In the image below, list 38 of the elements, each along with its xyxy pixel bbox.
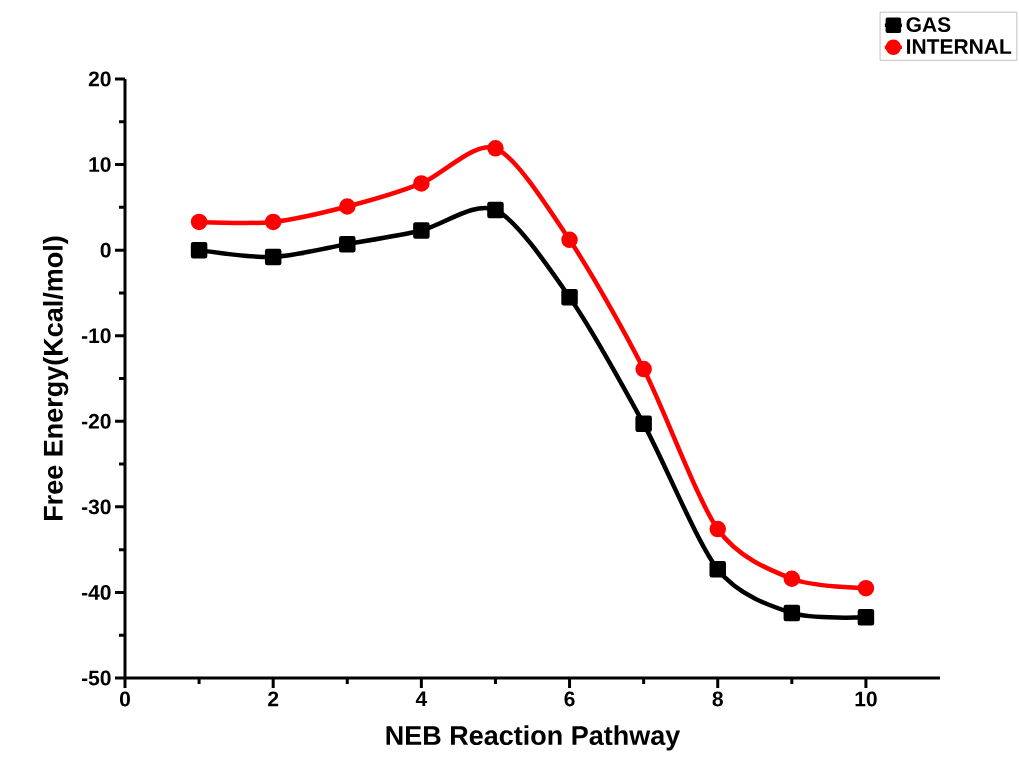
point (783, 570, 801, 587)
y-axis-title: Free Energy(Kcal/mol) (42, 236, 69, 520)
point (264, 248, 282, 266)
point (783, 604, 801, 622)
x-tick-label: 4 (415, 691, 428, 706)
legend-label: GAS (906, 17, 951, 33)
y-tick-label: 0 (100, 242, 111, 258)
x-tick-label: 6 (564, 691, 575, 707)
point (487, 201, 504, 219)
point (339, 235, 356, 253)
point (857, 579, 875, 597)
y-tick-label: -50 (81, 670, 111, 686)
point (413, 175, 430, 192)
x-tick-label: 0 (119, 691, 130, 707)
y-tick-label: 20 (88, 71, 111, 87)
point (857, 608, 875, 626)
point (635, 360, 652, 378)
y-tick-label: -30 (81, 499, 111, 515)
y-tick-label: -20 (81, 413, 111, 429)
x-tick-label: 2 (268, 691, 279, 707)
point (561, 231, 578, 249)
y-tick-label: -10 (81, 328, 111, 344)
x-tick-label: 8 (712, 691, 723, 707)
legend-label: INTERNAL (907, 39, 1012, 54)
x-axis-title: NEB Reaction Pathway (386, 725, 681, 751)
x-tick-label: 10 (855, 691, 877, 707)
point (487, 140, 504, 157)
point (635, 415, 652, 433)
point (190, 213, 208, 231)
point (561, 288, 578, 306)
point (709, 520, 726, 538)
point (190, 241, 208, 259)
y-tick-label: 10 (89, 157, 111, 172)
y-tick-label: -40 (81, 584, 111, 600)
point (709, 561, 726, 578)
point (264, 213, 282, 231)
point (413, 222, 430, 239)
point (339, 198, 356, 215)
